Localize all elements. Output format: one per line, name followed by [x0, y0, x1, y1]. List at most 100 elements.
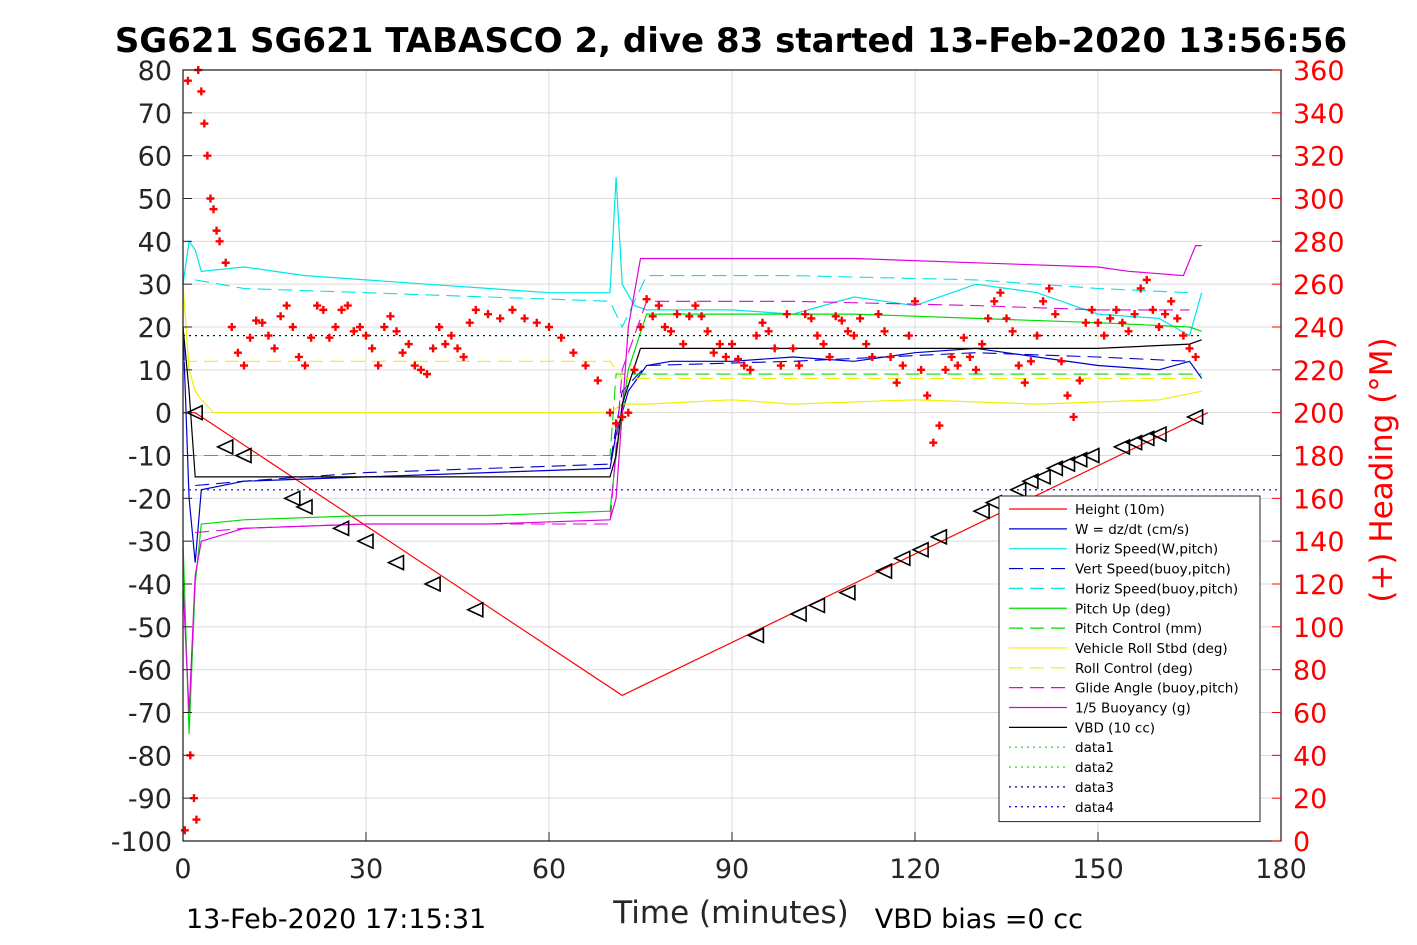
- series-line-3: [182, 177, 1203, 337]
- heading-point: [1161, 310, 1170, 319]
- heading-point: [697, 312, 706, 321]
- footer-vbd-bias: VBD bias =0 cc: [875, 904, 1083, 935]
- heading-point: [227, 323, 236, 331]
- heading-point: [642, 295, 651, 304]
- y2-tick-label: 40: [1293, 741, 1327, 772]
- waypoint-marker: [215, 438, 234, 456]
- waypoint-marker: [356, 532, 374, 550]
- heading-point: [691, 301, 700, 310]
- heading-point: [1142, 275, 1151, 284]
- y2-tick-label: 100: [1293, 613, 1345, 644]
- y2-tick-label: 300: [1293, 185, 1345, 216]
- legend-label: Vert Speed(buoy,pitch): [1075, 562, 1231, 578]
- legend-label: Vehicle Roll Stbd (deg): [1075, 641, 1228, 657]
- heading-point: [1045, 284, 1054, 293]
- x-tick-label: 120: [889, 854, 941, 885]
- heading-point: [795, 361, 804, 370]
- heading-point: [435, 323, 444, 331]
- heading-point: [288, 323, 297, 331]
- y-tick-label: -20: [128, 484, 172, 515]
- y-tick-label: -50: [128, 613, 172, 644]
- heading-point: [752, 331, 761, 340]
- heading-point: [319, 305, 328, 314]
- x-tick-label: 180: [1255, 854, 1307, 885]
- heading-point: [410, 361, 419, 370]
- heading-point: [636, 323, 645, 331]
- waypoint-marker: [1082, 447, 1100, 464]
- heading-point: [301, 361, 309, 370]
- heading-point: [331, 323, 340, 331]
- waypoint-marker: [1136, 430, 1155, 447]
- legend-label: VBD (10 cc): [1075, 720, 1155, 736]
- heading-point: [941, 365, 950, 374]
- waypoint-series: [185, 404, 1204, 644]
- heading-point: [782, 310, 791, 319]
- heading-point: [709, 348, 718, 357]
- waypoint-marker: [1185, 408, 1204, 426]
- heading-point: [508, 305, 517, 314]
- chart-title: SG621 SG621 TABASCO 2, dive 83 started 1…: [115, 21, 1347, 61]
- waypoint-marker: [423, 575, 441, 593]
- heading-point: [740, 361, 749, 370]
- y2-tick-label: 60: [1293, 699, 1327, 730]
- heading-point: [1081, 318, 1090, 327]
- heading-point: [776, 361, 785, 370]
- heading-point: [685, 312, 694, 321]
- heading-point: [349, 327, 358, 336]
- heading-point: [386, 312, 395, 321]
- heading-point: [1124, 327, 1133, 336]
- waypoint-marker: [1124, 434, 1143, 451]
- heading-point: [837, 316, 846, 325]
- heading-point: [294, 352, 303, 361]
- heading-point: [532, 318, 541, 327]
- heading-point: [984, 314, 993, 323]
- heading-point: [923, 391, 932, 400]
- heading-point: [593, 376, 602, 385]
- y-tick-label: -30: [128, 527, 172, 558]
- heading-point: [1075, 376, 1084, 385]
- heading-point: [453, 344, 462, 353]
- series-line-7: [183, 373, 1202, 457]
- y-tick-label: -40: [128, 570, 172, 601]
- right-axis-label: (+) Heading (°M): [1364, 337, 1400, 602]
- heading-point: [911, 297, 919, 306]
- waypoint-marker: [234, 447, 252, 464]
- y2-tick-label: 200: [1293, 399, 1345, 430]
- waypoint-marker: [789, 605, 807, 623]
- heading-point: [203, 151, 212, 160]
- heading-point: [819, 340, 828, 349]
- heading-point: [465, 318, 474, 327]
- heading-point: [496, 314, 505, 323]
- heading-point: [728, 340, 736, 349]
- heading-point: [807, 314, 816, 323]
- y2-tick-label: 320: [1293, 142, 1345, 173]
- heading-point: [252, 316, 261, 325]
- heading-point: [880, 327, 889, 336]
- heading-point: [1039, 297, 1048, 306]
- heading-point: [953, 361, 962, 370]
- heading-point: [404, 340, 413, 349]
- legend-label: Horiz Speed(buoy,pitch): [1075, 581, 1238, 597]
- y-tick-label: -10: [128, 442, 172, 473]
- heading-point: [368, 344, 377, 353]
- heading-point: [843, 327, 852, 336]
- heading-point: [917, 365, 926, 374]
- heading-point: [192, 815, 201, 824]
- heading-point: [581, 361, 590, 370]
- heading-point: [831, 312, 840, 321]
- legend-label: Roll Control (deg): [1075, 661, 1193, 677]
- y2-tick-label: 280: [1293, 227, 1345, 258]
- waypoint-marker: [1021, 472, 1039, 490]
- heading-point: [1167, 297, 1176, 306]
- series-line-5: [195, 275, 1190, 329]
- heading-point: [721, 352, 730, 361]
- series-line-11: [182, 245, 1202, 713]
- heading-point: [1008, 327, 1017, 336]
- heading-point: [392, 327, 401, 336]
- heading-point: [978, 340, 987, 349]
- heading-point: [276, 312, 285, 321]
- heading-point: [715, 340, 724, 349]
- heading-point: [240, 361, 248, 370]
- heading-point: [965, 352, 974, 361]
- y2-tick-label: 260: [1293, 270, 1345, 301]
